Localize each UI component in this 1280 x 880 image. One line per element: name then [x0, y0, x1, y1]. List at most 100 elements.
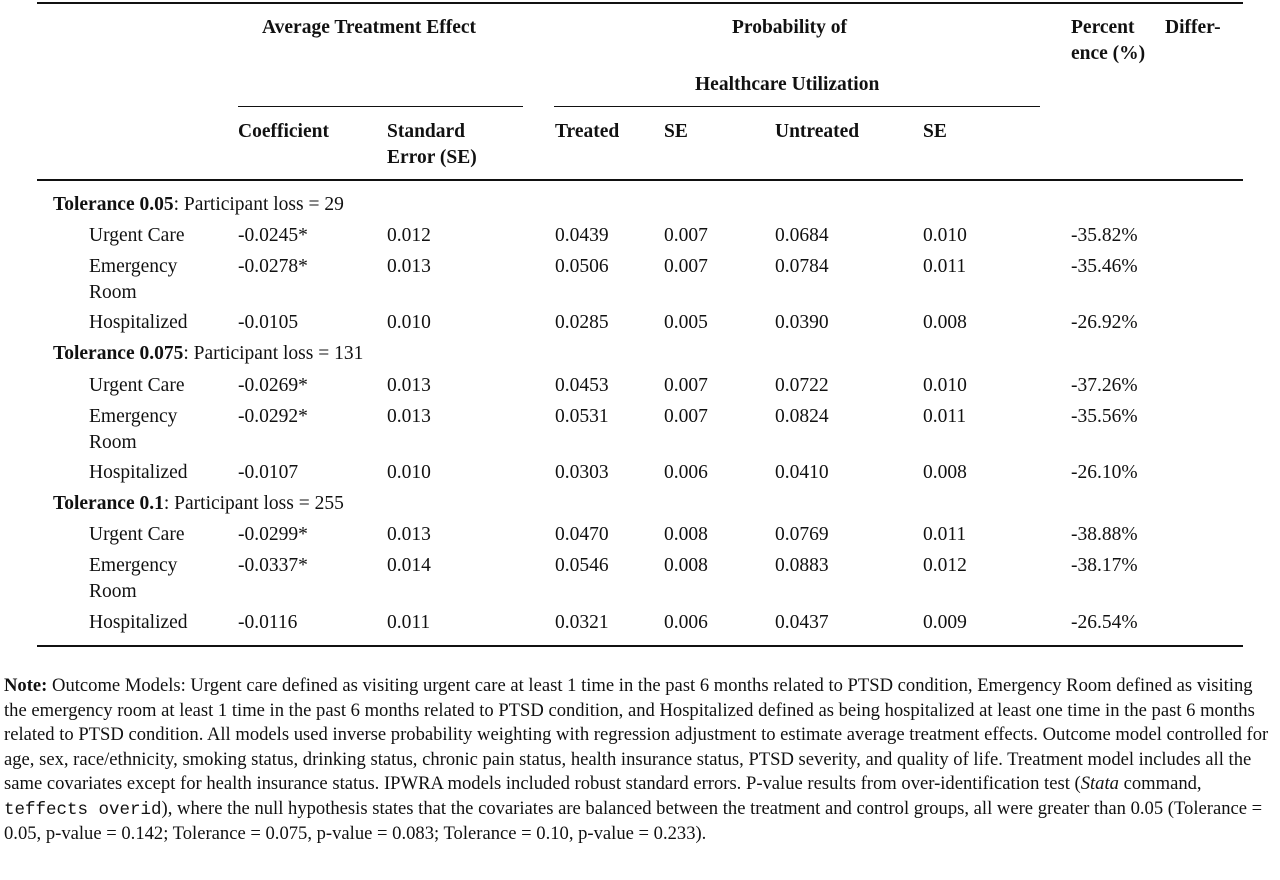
percent-diff-cell: -35.56% [1071, 406, 1138, 427]
se-cell: 0.012 [387, 225, 431, 246]
se-untreated-cell: 0.008 [923, 462, 967, 483]
header-percent-line1b: Differ- [1165, 17, 1221, 38]
row-label: Urgent Care [89, 375, 185, 396]
header-se-untreated: SE [923, 121, 947, 142]
row-label: Urgent Care [89, 225, 185, 246]
untreated-cell: 0.0390 [775, 312, 829, 333]
section-heading: Tolerance 0.1: Participant loss = 255 [53, 493, 344, 514]
se-cell: 0.013 [387, 524, 431, 545]
coef-cell: -0.0299* [238, 524, 308, 545]
header-standard-error-line1: Standard [387, 121, 466, 142]
percent-diff-cell: -38.17% [1071, 555, 1138, 576]
row-label: Hospitalized [89, 312, 188, 333]
se-untreated-cell: 0.011 [923, 524, 967, 545]
header-prob-group-line2: Healthcare Utilization [695, 74, 880, 95]
treated-cell: 0.0285 [555, 312, 609, 333]
bottom-rule [37, 645, 1243, 647]
se-untreated-cell: 0.010 [923, 225, 967, 246]
se-treated-cell: 0.006 [664, 612, 708, 633]
se-cell: 0.014 [387, 555, 431, 576]
se-untreated-cell: 0.010 [923, 375, 967, 396]
note-text-2: command, [1118, 773, 1202, 794]
coef-cell: -0.0292* [238, 406, 308, 427]
se-treated-cell: 0.007 [664, 375, 708, 396]
percent-diff-cell: -37.26% [1071, 375, 1138, 396]
row-label: Emergency [89, 406, 178, 427]
top-rule [37, 2, 1243, 4]
header-percent-line2: ence (%) [1071, 43, 1146, 64]
treated-cell: 0.0470 [555, 524, 609, 545]
section-heading: Tolerance 0.075: Participant loss = 131 [53, 343, 364, 364]
header-prob-group-line1: Probability of [732, 17, 848, 38]
treated-cell: 0.0531 [555, 406, 609, 427]
note-code: teffects overid [4, 799, 162, 820]
se-cell: 0.013 [387, 375, 431, 396]
se-treated-cell: 0.007 [664, 406, 708, 427]
coef-cell: -0.0269* [238, 375, 308, 396]
untreated-cell: 0.0684 [775, 225, 829, 246]
percent-diff-cell: -26.54% [1071, 612, 1138, 633]
se-cell: 0.011 [387, 612, 431, 633]
percent-diff-cell: -35.46% [1071, 256, 1138, 277]
coef-cell: -0.0105 [238, 312, 299, 333]
se-treated-cell: 0.008 [664, 524, 708, 545]
se-cell: 0.010 [387, 462, 431, 483]
se-treated-cell: 0.008 [664, 555, 708, 576]
prob-group-rule [554, 106, 1040, 107]
se-treated-cell: 0.005 [664, 312, 708, 333]
se-treated-cell: 0.006 [664, 462, 708, 483]
note-text-1: Outcome Models: Urgent care defined as v… [4, 675, 1269, 794]
treated-cell: 0.0506 [555, 256, 609, 277]
header-standard-error-line2: Error (SE) [387, 147, 477, 168]
header-untreated: Untreated [775, 121, 860, 142]
untreated-cell: 0.0784 [775, 256, 829, 277]
header-percent-line1a: Percent [1071, 17, 1135, 38]
section-heading: Tolerance 0.05: Participant loss = 29 [53, 194, 344, 215]
untreated-cell: 0.0437 [775, 612, 829, 633]
untreated-cell: 0.0824 [775, 406, 829, 427]
percent-diff-cell: -38.88% [1071, 524, 1138, 545]
treated-cell: 0.0546 [555, 555, 609, 576]
untreated-cell: 0.0769 [775, 524, 829, 545]
row-label-line2: Room [89, 432, 137, 453]
coef-cell: -0.0245* [238, 225, 308, 246]
coef-cell: -0.0116 [238, 612, 298, 633]
header-bottom-rule [37, 179, 1243, 181]
se-treated-cell: 0.007 [664, 225, 708, 246]
coef-cell: -0.0278* [238, 256, 308, 277]
se-cell: 0.010 [387, 312, 431, 333]
untreated-cell: 0.0410 [775, 462, 829, 483]
note-label: Note: [4, 675, 48, 696]
se-untreated-cell: 0.008 [923, 312, 967, 333]
row-label-line2: Room [89, 282, 137, 303]
se-untreated-cell: 0.011 [923, 256, 967, 277]
percent-diff-cell: -26.92% [1071, 312, 1138, 333]
se-cell: 0.013 [387, 256, 431, 277]
treated-cell: 0.0453 [555, 375, 609, 396]
row-label: Emergency [89, 256, 178, 277]
header-treated: Treated [555, 121, 620, 142]
ate-group-rule [238, 106, 523, 107]
row-label: Hospitalized [89, 462, 188, 483]
se-untreated-cell: 0.012 [923, 555, 967, 576]
treated-cell: 0.0321 [555, 612, 609, 633]
row-label: Urgent Care [89, 524, 185, 545]
header-coefficient: Coefficient [238, 121, 329, 142]
row-label: Emergency [89, 555, 178, 576]
percent-diff-cell: -26.10% [1071, 462, 1138, 483]
untreated-cell: 0.0883 [775, 555, 829, 576]
row-label-line2: Room [89, 581, 137, 602]
note-text-3: ), where the null hypothesis states that… [4, 797, 1263, 845]
untreated-cell: 0.0722 [775, 375, 829, 396]
note-italic-stata: Stata [1080, 773, 1119, 794]
se-untreated-cell: 0.009 [923, 612, 967, 633]
row-label: Hospitalized [89, 612, 188, 633]
se-cell: 0.013 [387, 406, 431, 427]
table-note: Note: Outcome Models: Urgent care define… [4, 674, 1278, 847]
treated-cell: 0.0303 [555, 462, 609, 483]
header-se-treated: SE [664, 121, 688, 142]
treated-cell: 0.0439 [555, 225, 609, 246]
percent-diff-cell: -35.82% [1071, 225, 1138, 246]
header-ate-group: Average Treatment Effect [262, 17, 477, 38]
coef-cell: -0.0107 [238, 462, 299, 483]
